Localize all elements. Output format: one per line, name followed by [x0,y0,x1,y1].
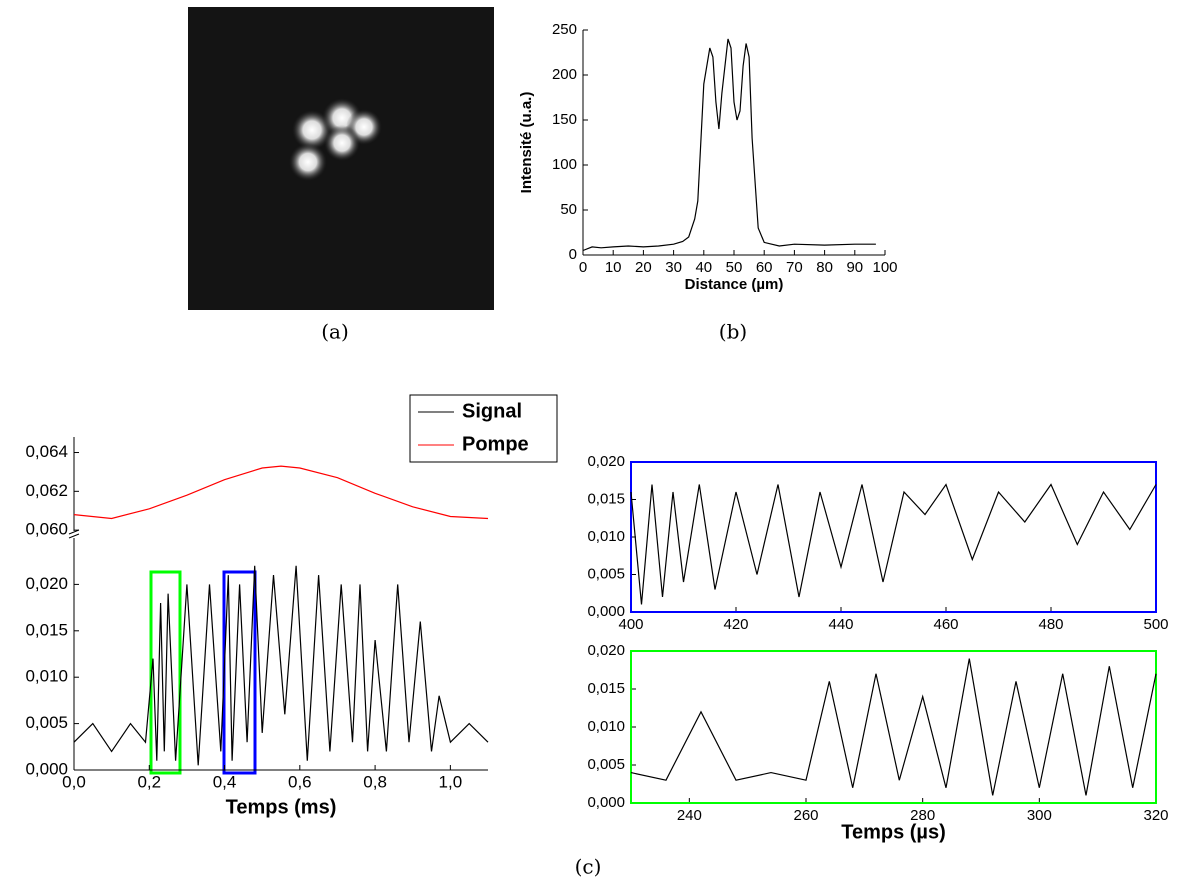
y-tick-label: 50 [560,201,577,218]
x-tick-label: 300 [1027,807,1052,824]
legend-label: Signal [462,400,522,422]
x-tick-label: 60 [756,259,773,276]
y-tick-label: 100 [552,156,577,173]
x-tick-label: 100 [872,259,897,276]
y-tick-label: 0,060 [25,520,68,539]
x-tick-label: 0,0 [62,772,86,791]
series-line [630,483,1157,605]
caption: (b) [719,320,747,344]
y-tick-label: 250 [552,21,577,38]
y-tick-label: 0,062 [25,481,68,500]
y-tick-label: 0,020 [25,574,68,593]
plot-frame [630,461,1157,613]
x-tick-label: 460 [933,616,958,633]
micrograph [188,7,494,310]
y-tick-label: 0,010 [587,528,625,545]
y-tick-label: 0,010 [25,667,68,686]
x-tick-label: 70 [786,259,803,276]
x-tick-label: 90 [846,259,863,276]
x-tick-label: 440 [828,616,853,633]
x-tick-label: 50 [726,259,743,276]
y-tick-label: 0,010 [587,718,625,735]
x-tick-label: 500 [1143,616,1168,633]
series-line [73,465,489,520]
y-tick-label: 150 [552,111,577,128]
x-tick-label: 0,6 [288,772,312,791]
y-tick-label: 0,020 [587,453,625,470]
series-line [630,658,1157,796]
x-tick-label: 280 [910,807,935,824]
y-axis-label: Intensité (u.a.) [518,92,535,194]
caption: (c) [575,855,602,879]
y-tick-label: 0,064 [25,442,68,461]
series-line [582,38,876,252]
y-tick-label: 0,020 [587,642,625,659]
x-tick-label: 0,2 [137,772,161,791]
x-tick-label: 80 [816,259,833,276]
x-tick-label: 240 [677,807,702,824]
zoom-box [149,570,182,775]
y-tick-label: 0,000 [25,759,68,778]
x-axis-label: Distance (µm) [685,276,784,293]
x-tick-label: 30 [665,259,682,276]
x-tick-label: 0,4 [213,772,237,791]
x-tick-label: 400 [618,616,643,633]
caption: (a) [321,320,349,344]
x-tick-label: 40 [695,259,712,276]
series-line [73,565,489,766]
y-tick-label: 0,015 [25,620,68,639]
legend-label: Pompe [462,433,529,455]
y-tick-label: 0,005 [587,565,625,582]
x-tick-label: 20 [635,259,652,276]
x-tick-label: 320 [1143,807,1168,824]
legend-box [409,394,558,463]
y-tick-label: 0,005 [25,713,68,732]
y-tick-label: 0,005 [587,756,625,773]
y-tick-label: 0,000 [587,794,625,811]
x-tick-label: 260 [793,807,818,824]
y-tick-label: 0 [569,246,577,263]
x-tick-label: 1,0 [439,772,463,791]
plot-frame [630,650,1157,804]
axis-break [68,529,80,539]
y-tick-label: 0,015 [587,680,625,697]
x-tick-label: 0 [579,259,587,276]
x-tick-label: 10 [605,259,622,276]
x-axis-label: Temps (µs) [841,821,946,843]
x-tick-label: 420 [723,616,748,633]
y-tick-label: 0,000 [587,603,625,620]
x-tick-label: 480 [1038,616,1063,633]
y-tick-label: 0,015 [587,490,625,507]
x-tick-label: 0,8 [363,772,387,791]
x-axis-label: Temps (ms) [226,796,337,818]
y-tick-label: 200 [552,66,577,83]
